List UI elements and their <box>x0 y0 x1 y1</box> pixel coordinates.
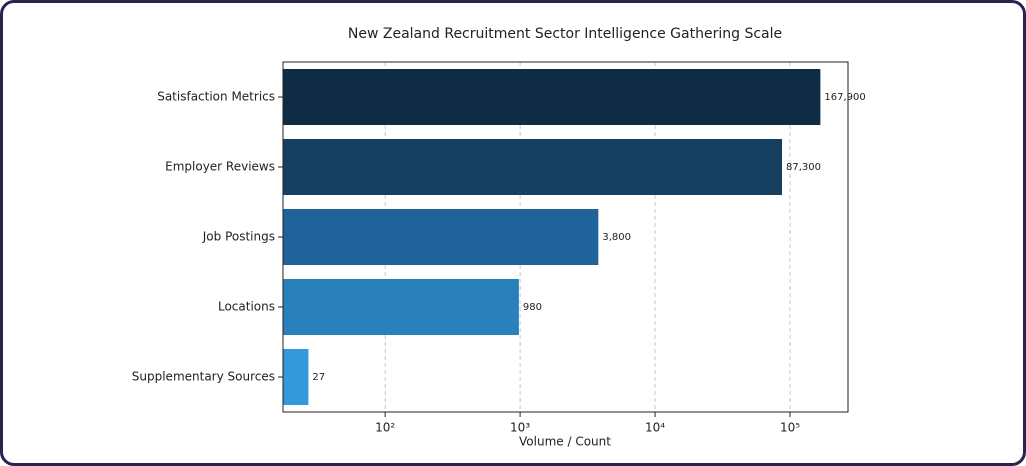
value-label: 27 <box>312 372 325 383</box>
plot-frame <box>282 61 849 413</box>
bar <box>283 209 599 265</box>
x-tick-label: 10⁵ <box>780 421 800 435</box>
x-axis-label: Volume / Count <box>519 435 611 449</box>
y-tick-label: Job Postings <box>202 230 275 244</box>
value-label: 87,300 <box>786 162 821 173</box>
y-tick-label: Supplementary Sources <box>132 370 275 384</box>
value-label: 3,800 <box>602 232 631 243</box>
chart-title: New Zealand Recruitment Sector Intellige… <box>348 26 782 42</box>
y-tick-label: Locations <box>218 300 275 314</box>
y-tick-label: Satisfaction Metrics <box>157 90 275 104</box>
y-tick-label: Employer Reviews <box>165 160 275 174</box>
x-tick-label: 10² <box>375 421 395 435</box>
bar <box>283 139 783 195</box>
value-label: 980 <box>523 302 542 313</box>
bar <box>283 349 309 405</box>
x-tick-label: 10⁴ <box>645 421 665 435</box>
x-tick-label: 10³ <box>510 421 530 435</box>
bar <box>283 279 519 335</box>
value-label: 167,900 <box>824 92 865 103</box>
bar <box>283 69 821 125</box>
